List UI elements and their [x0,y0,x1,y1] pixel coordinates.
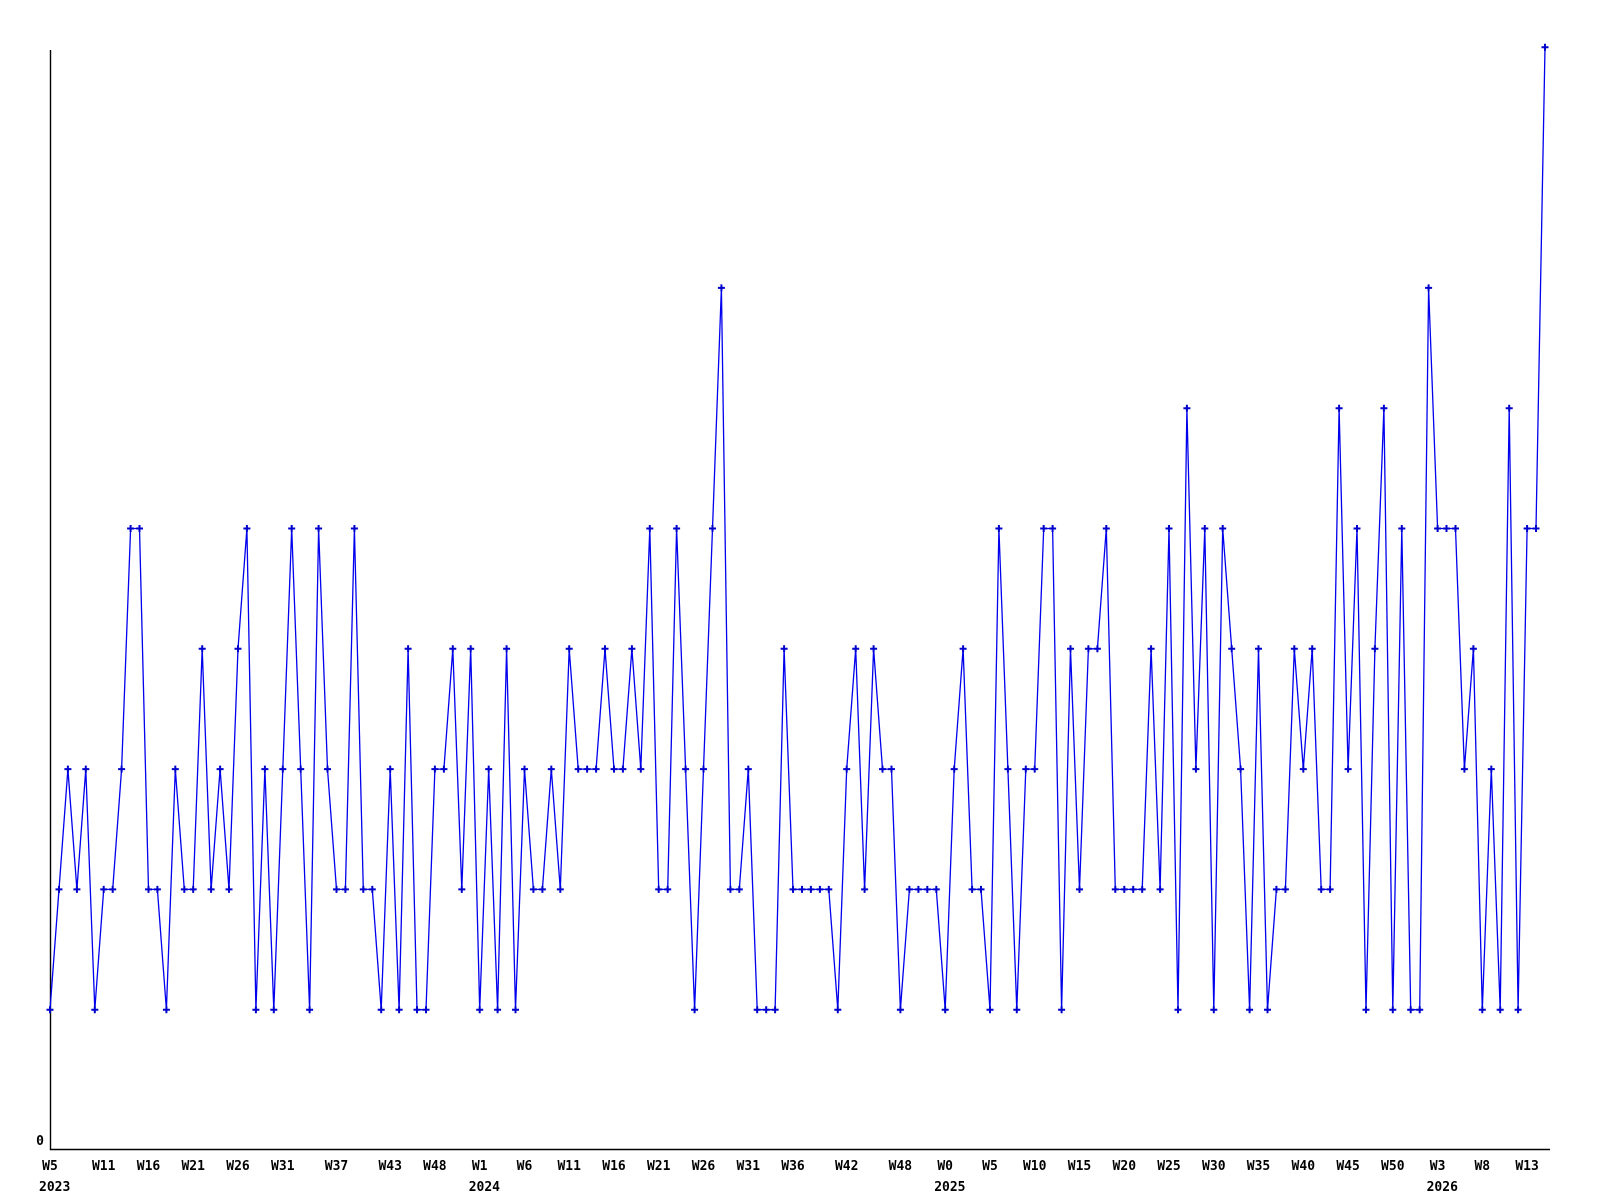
x-tick-label: W40 [1292,1159,1316,1174]
x-tick-label: W26 [692,1159,716,1174]
x-tick-label: W5 [982,1159,998,1174]
x-tick-label: W11 [92,1159,116,1174]
x-tick-label: W1 [472,1159,488,1174]
x-tick-label: W15 [1068,1159,1091,1174]
x-tick-label: W42 [835,1159,858,1174]
x-tick-label: W5 [42,1159,58,1174]
x-tick-label: W16 [137,1159,161,1174]
x-tick-label: W8 [1474,1159,1490,1174]
x-tick-label: W13 [1515,1159,1538,1174]
x-tick-label: W3 [1430,1159,1446,1174]
x-tick-label: W48 [423,1159,447,1174]
x-tick-label: W37 [325,1159,348,1174]
data-point-markers [46,43,1549,1014]
data-line [49,47,1546,1011]
x-tick-label: W50 [1381,1159,1405,1174]
x-tick-year-label: 2026 [1427,1180,1458,1195]
x-tick-label: W20 [1113,1159,1137,1174]
x-tick-label: W36 [781,1159,805,1174]
x-tick-year-label: 2024 [469,1180,500,1195]
x-tick-label: W31 [271,1159,295,1174]
x-tick-label: W0 [937,1159,953,1174]
x-tick-label: W43 [378,1159,401,1174]
x-tick-year-label: 2023 [39,1180,70,1195]
x-tick-label: W26 [226,1159,250,1174]
x-tick-label: W30 [1202,1159,1226,1174]
y-axis-zero-label: 0 [36,1134,44,1149]
axes [49,50,1550,1151]
x-tick-label: W16 [602,1159,626,1174]
x-tick-label: W45 [1336,1159,1359,1174]
x-tick-label: W21 [647,1159,671,1174]
x-tick-label: W48 [889,1159,913,1174]
x-tick-label: W6 [517,1159,533,1174]
x-tick-label: W35 [1247,1159,1270,1174]
x-tick-year-label: 2025 [934,1180,965,1195]
x-tick-label: W10 [1023,1159,1047,1174]
x-tick-label: W25 [1157,1159,1180,1174]
x-tick-label: W21 [181,1159,205,1174]
x-tick-label: W11 [557,1159,581,1174]
x-tick-label: W31 [737,1159,761,1174]
